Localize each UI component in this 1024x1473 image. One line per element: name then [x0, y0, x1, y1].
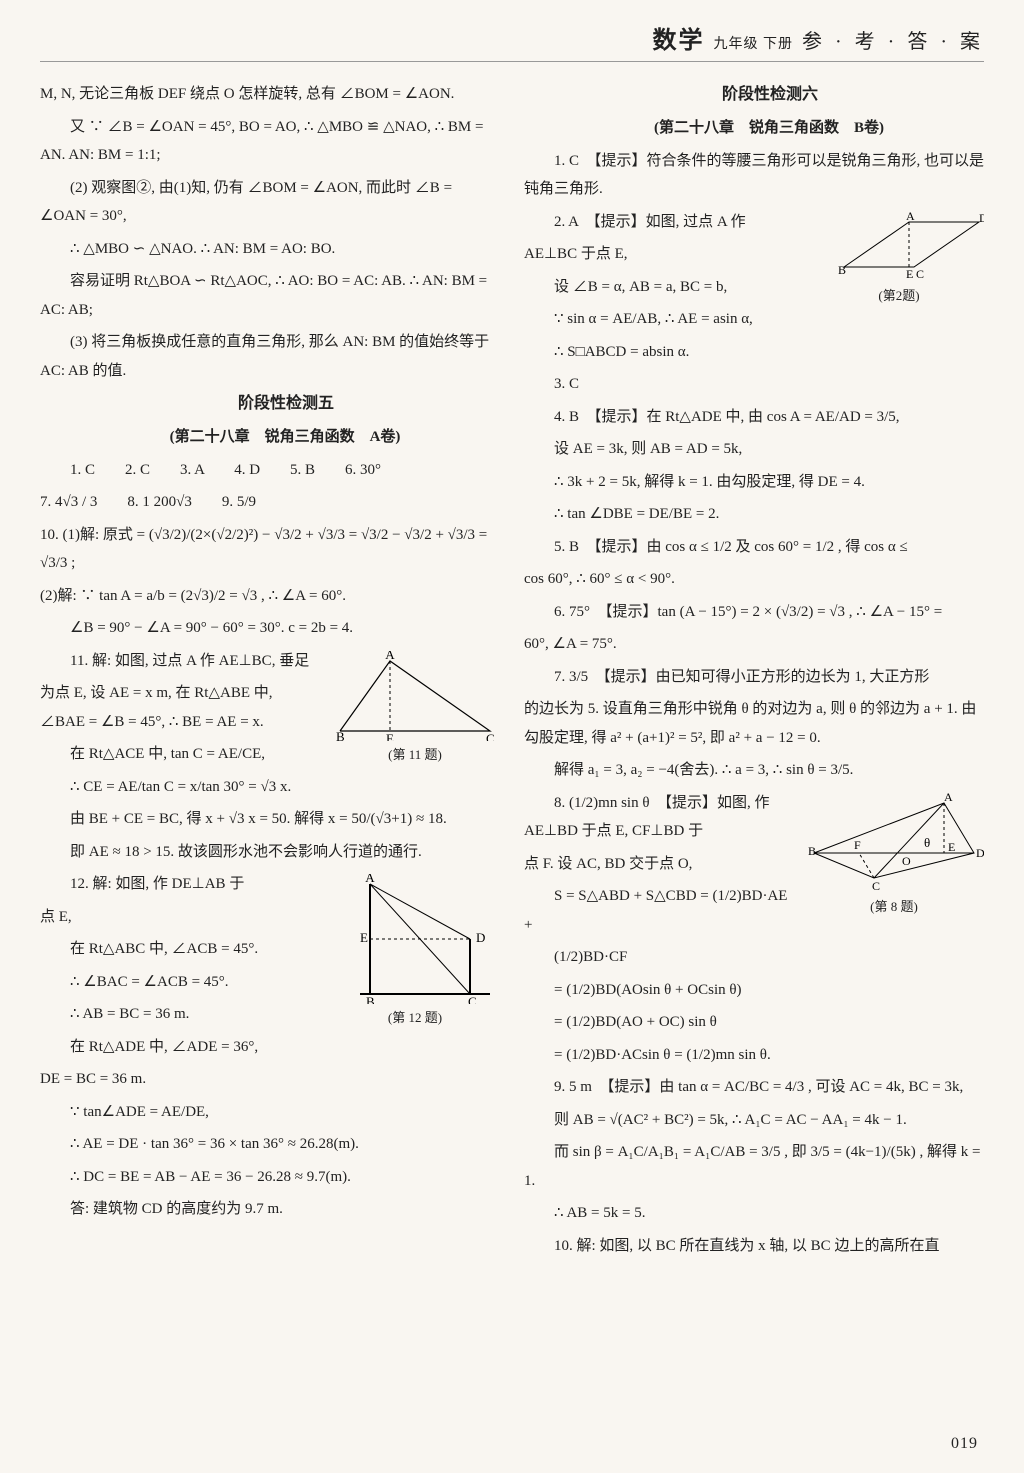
svg-text:E: E	[906, 267, 913, 281]
r-q10: 10. 解: 如图, 以 BC 所在直线为 x 轴, 以 BC 边上的高所在直	[524, 1232, 984, 1261]
pre-1: 又 ∵ ∠B = ∠OAN = 45°, BO = AO, ∴ △MBO ≌ △…	[40, 113, 500, 170]
figure-8: A B C D E F O θ (第 8 题)	[804, 793, 984, 920]
figure-11-cap: (第 11 题)	[330, 743, 500, 768]
q10-2b: ∠B = 90° − ∠A = 90° − 60° = 30°. c = 2b …	[40, 614, 500, 643]
r-q7b: 的边长为 5. 设直角三角形中锐角 θ 的对边为 a, 则 θ 的邻边为 a +…	[524, 695, 984, 752]
figure-2: A D B E C (第2题)	[814, 212, 984, 309]
pre-5: (3) 将三角板换成任意的直角三角形, 那么 AN: BM 的值始终等于 AC:…	[40, 328, 500, 385]
q12h: ∵ tan∠ADE = AE/DE,	[40, 1098, 500, 1127]
subject: 数学	[653, 28, 705, 54]
left-column: M, N, 无论三角板 DEF 绕点 O 怎样旋转, 总有 ∠BOM = ∠AO…	[40, 80, 500, 1264]
svg-text:C: C	[468, 994, 477, 1004]
pre-4: 容易证明 Rt△BOA ∽ Rt△AOC, ∴ AO: BO = AC: AB.…	[40, 267, 500, 324]
r-q3: 3. C	[524, 370, 984, 399]
figure-8-cap: (第 8 题)	[804, 895, 984, 920]
r-q4b: 设 AE = 3k, 则 AB = AD = 5k,	[524, 435, 984, 464]
section5-sub: (第二十八章 锐角三角函数 A卷)	[40, 423, 500, 452]
figure-8-svg: A B C D E F O θ	[804, 793, 984, 893]
r-q4d: ∴ tan ∠DBE = DE/BE = 2.	[524, 500, 984, 529]
q12f: 在 Rt△ADE 中, ∠ADE = 36°,	[40, 1033, 500, 1062]
r-q8d: (1/2)BD·CF	[524, 943, 984, 972]
header-label: 参 · 考 · 答 · 案	[802, 31, 984, 53]
r-q8e: = (1/2)BD(AOsin θ + OCsin θ)	[524, 976, 984, 1005]
svg-text:E: E	[948, 840, 955, 854]
svg-text:A: A	[906, 212, 915, 223]
svg-text:B: B	[366, 994, 375, 1004]
r-q2d: ∵ sin α = AE/AB, ∴ AE = asin α,	[524, 305, 984, 334]
r-q5b: cos 60°, ∴ 60° ≤ α < 90°.	[524, 565, 984, 594]
svg-text:A: A	[365, 874, 375, 885]
figure-2-svg: A D B E C	[814, 212, 984, 282]
q10-1: 10. (1)解: 原式 = (√3/2)/(2×(√2/2)²) − √3/2…	[40, 521, 500, 578]
r-q2e: ∴ S□ABCD = absin α.	[524, 338, 984, 367]
figure-12-svg: A E D B C	[330, 874, 500, 1004]
svg-text:B: B	[838, 263, 846, 277]
page: 数学 九年级 下册 参 · 考 · 答 · 案 M, N, 无论三角板 DEF …	[0, 0, 1024, 1473]
svg-text:A: A	[385, 651, 395, 662]
svg-text:A: A	[944, 793, 953, 804]
ans5-row1: 1. C 2. C 3. A 4. D 5. B 6. 30°	[40, 456, 500, 485]
svg-text:C: C	[486, 731, 495, 741]
r-q9c: 而 sin β = A₁C/A₁B₁ = A₁C/AB = 3/5 , 即 3/…	[524, 1138, 984, 1195]
svg-text:B: B	[808, 844, 816, 858]
r-q6a: 6. 75° 【提示】tan (A − 15°) = 2 × (√3/2) = …	[524, 598, 984, 627]
svg-text:C: C	[916, 267, 924, 281]
r-q7a: 7. 3/5 【提示】由已知可得小正方形的边长为 1, 大正方形	[524, 663, 984, 692]
q12g: DE = BC = 36 m.	[40, 1065, 500, 1094]
r-q4a: 4. B 【提示】在 Rt△ADE 中, 由 cos A = AE/AD = 3…	[524, 403, 984, 432]
svg-text:B: B	[336, 729, 345, 741]
ans5-row2: 7. 4√3 / 3 8. 1 200√3 9. 5/9	[40, 488, 500, 517]
r-q4c: ∴ 3k + 2 = 5k, 解得 k = 1. 由勾股定理, 得 DE = 4…	[524, 468, 984, 497]
q11f: 即 AE ≈ 18 > 15. 故该圆形水池不会影响人行道的通行.	[40, 838, 500, 867]
r-q1: 1. C 【提示】符合条件的等腰三角形可以是锐角三角形, 也可以是钝角三角形.	[524, 147, 984, 204]
r-q9a: 9. 5 m 【提示】由 tan α = AC/BC = 4/3 , 可设 AC…	[524, 1073, 984, 1102]
r-q6b: 60°, ∠A = 75°.	[524, 630, 984, 659]
svg-text:D: D	[976, 846, 984, 860]
q12j: ∴ DC = BE = AB − AE = 36 − 26.28 ≈ 9.7(m…	[40, 1163, 500, 1192]
svg-text:O: O	[902, 854, 911, 868]
pre-2: (2) 观察图②, 由(1)知, 仍有 ∠BOM = ∠AON, 而此时 ∠B …	[40, 174, 500, 231]
figure-12: A E D B C (第 12 题)	[330, 874, 500, 1031]
page-number: 019	[951, 1435, 978, 1453]
pre-0: M, N, 无论三角板 DEF 绕点 O 怎样旋转, 总有 ∠BOM = ∠AO…	[40, 80, 500, 109]
figure-12-cap: (第 12 题)	[330, 1006, 500, 1031]
svg-text:D: D	[979, 212, 984, 225]
r-q5a: 5. B 【提示】由 cos α ≤ 1/2 及 cos 60° = 1/2 ,…	[524, 533, 984, 562]
svg-text:F: F	[854, 838, 861, 852]
svg-text:D: D	[476, 930, 485, 945]
r-q8g: = (1/2)BD·ACsin θ = (1/2)mn sin θ.	[524, 1041, 984, 1070]
section6-title: 阶段性检测六	[524, 80, 984, 110]
r-q7c: 解得 a₁ = 3, a₂ = −4(舍去). ∴ a = 3, ∴ sin θ…	[524, 756, 984, 785]
r-q8f: = (1/2)BD(AO + OC) sin θ	[524, 1008, 984, 1037]
q10-2a: (2)解: ∵ tan A = a/b = (2√3)/2 = √3 , ∴ ∠…	[40, 582, 500, 611]
svg-text:θ: θ	[924, 835, 930, 850]
figure-11: A B E C (第 11 题)	[330, 651, 500, 768]
columns: M, N, 无论三角板 DEF 绕点 O 怎样旋转, 总有 ∠BOM = ∠AO…	[40, 80, 984, 1264]
right-column: 阶段性检测六 (第二十八章 锐角三角函数 B卷) 1. C 【提示】符合条件的等…	[524, 80, 984, 1264]
page-header: 数学 九年级 下册 参 · 考 · 答 · 案	[40, 20, 984, 62]
pre-3: ∴ △MBO ∽ △NAO. ∴ AN: BM = AO: BO.	[40, 235, 500, 264]
section6-sub: (第二十八章 锐角三角函数 B卷)	[524, 114, 984, 143]
svg-text:E: E	[386, 731, 394, 741]
figure-11-svg: A B E C	[330, 651, 500, 741]
q12i: ∴ AE = DE · tan 36° = 36 × tan 36° ≈ 26.…	[40, 1130, 500, 1159]
figure-2-cap: (第2题)	[814, 284, 984, 309]
section5-title: 阶段性检测五	[40, 389, 500, 419]
r-q9d: ∴ AB = 5k = 5.	[524, 1199, 984, 1228]
r-q9b: 则 AB = √(AC² + BC²) = 5k, ∴ A₁C = AC − A…	[524, 1106, 984, 1135]
q11e: 由 BE + CE = BC, 得 x + √3 x = 50. 解得 x = …	[40, 805, 500, 834]
grade: 九年级 下册	[714, 37, 794, 52]
svg-text:C: C	[872, 879, 880, 893]
svg-text:E: E	[360, 930, 368, 945]
q11d: ∴ CE = AE/tan C = x/tan 30° = √3 x.	[40, 773, 500, 802]
q12k: 答: 建筑物 CD 的高度约为 9.7 m.	[40, 1195, 500, 1224]
